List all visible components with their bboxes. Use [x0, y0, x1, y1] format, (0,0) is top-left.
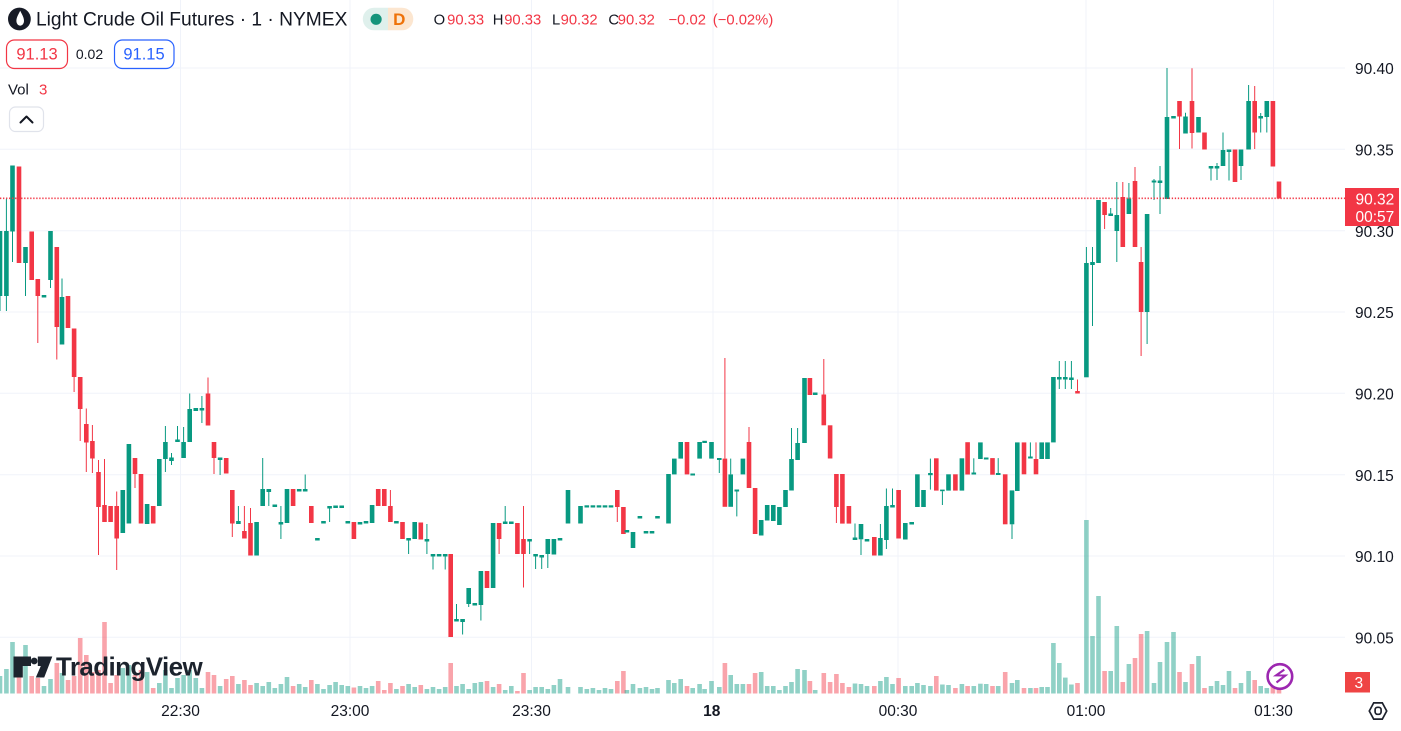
svg-text:C: C [608, 13, 619, 29]
svg-text:18: 18 [703, 703, 721, 720]
svg-text:90.33: 90.33 [447, 13, 484, 29]
svg-text:90.15: 90.15 [1355, 468, 1394, 485]
svg-text:O: O [434, 13, 446, 29]
svg-text:01:30: 01:30 [1254, 703, 1293, 720]
svg-text:Vol: Vol [8, 82, 29, 99]
svg-text:TradingView: TradingView [56, 652, 203, 682]
svg-text:90.35: 90.35 [1355, 143, 1394, 160]
svg-text:H: H [493, 13, 504, 29]
svg-text:00:57: 00:57 [1356, 209, 1395, 226]
svg-text:D: D [393, 10, 405, 29]
svg-text:90.32: 90.32 [1356, 191, 1395, 208]
svg-text:90.40: 90.40 [1355, 61, 1394, 78]
svg-text:91.15: 91.15 [123, 46, 164, 64]
svg-text:90.33: 90.33 [504, 13, 541, 29]
svg-text:Light Crude Oil Futures · 1 ·: Light Crude Oil Futures · 1 · NYMEX [36, 10, 348, 31]
svg-text:22:30: 22:30 [161, 703, 200, 720]
svg-text:90.05: 90.05 [1355, 631, 1394, 648]
svg-text:23:30: 23:30 [512, 703, 551, 720]
svg-text:(−0.02%): (−0.02%) [713, 13, 774, 29]
svg-text:−0.02: −0.02 [669, 13, 706, 29]
svg-text:3: 3 [1354, 675, 1363, 692]
svg-text:90.30: 90.30 [1355, 224, 1394, 241]
svg-text:90.20: 90.20 [1355, 387, 1394, 404]
svg-text:0.02: 0.02 [76, 46, 103, 62]
svg-text:01:00: 01:00 [1067, 703, 1106, 720]
svg-text:23:00: 23:00 [331, 703, 370, 720]
svg-text:00:30: 00:30 [879, 703, 918, 720]
svg-text:90.10: 90.10 [1355, 549, 1394, 566]
svg-text:3: 3 [39, 82, 47, 99]
svg-text:90.25: 90.25 [1355, 305, 1394, 322]
svg-text:90.32: 90.32 [561, 13, 598, 29]
svg-text:L: L [552, 13, 560, 29]
svg-text:90.32: 90.32 [618, 13, 655, 29]
svg-text:91.13: 91.13 [16, 46, 57, 64]
